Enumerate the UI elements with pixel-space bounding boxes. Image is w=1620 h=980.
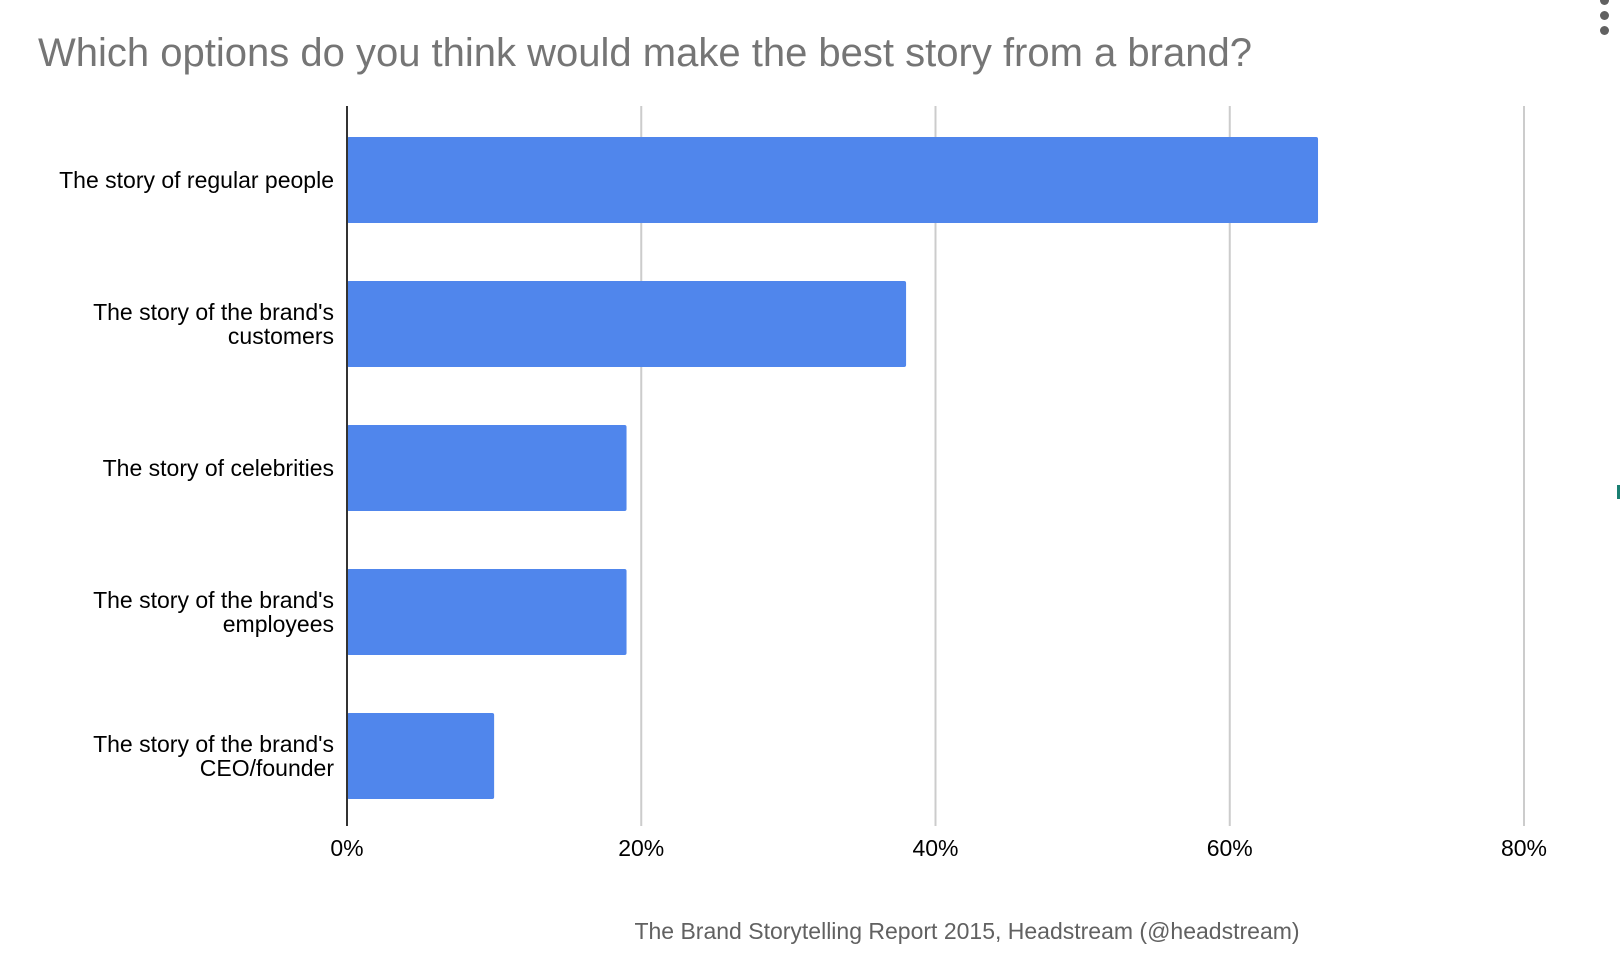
- x-tick-label: 60%: [1207, 835, 1253, 861]
- category-labels: The story of regular people The story of …: [59, 167, 334, 781]
- category-label: The story of regular people: [59, 167, 334, 193]
- category-label-line: The story of celebrities: [103, 455, 334, 481]
- x-tick-label: 0%: [330, 835, 363, 861]
- bars: [347, 137, 1319, 799]
- category-label: The story of celebrities: [103, 455, 334, 481]
- category-label: The story of the brand's CEO/founder: [93, 731, 334, 781]
- bar: [347, 425, 627, 511]
- menu-dot: [1600, 11, 1609, 20]
- x-tick-label: 80%: [1501, 835, 1547, 861]
- bar: [347, 281, 907, 367]
- menu-dot: [1600, 26, 1609, 35]
- category-label-line: customers: [228, 323, 334, 349]
- category-label-line: CEO/founder: [200, 755, 335, 781]
- category-label-line: The story of the brand's: [93, 731, 334, 757]
- menu-dot: [1600, 0, 1609, 5]
- x-axis-title: The Brand Storytelling Report 2015, Head…: [634, 918, 1299, 944]
- x-tick-labels: 0% 20% 40% 60% 80%: [330, 835, 1547, 861]
- category-label-line: The story of the brand's: [93, 587, 334, 613]
- bar: [347, 713, 495, 799]
- category-label-line: employees: [223, 611, 334, 637]
- bar: [347, 569, 627, 655]
- category-label-line: The story of the brand's: [93, 299, 334, 325]
- x-tick-label: 40%: [912, 835, 958, 861]
- x-tick-label: 20%: [618, 835, 664, 861]
- gridlines: [640, 106, 1525, 826]
- more-vert-icon[interactable]: [1584, 0, 1620, 40]
- side-marker: [1617, 485, 1620, 499]
- category-label: The story of the brand's customers: [93, 299, 334, 349]
- category-label-line: The story of regular people: [59, 167, 334, 193]
- chart-title: Which options do you think would make th…: [38, 31, 1252, 75]
- bar: [347, 137, 1319, 223]
- category-label: The story of the brand's employees: [93, 587, 334, 637]
